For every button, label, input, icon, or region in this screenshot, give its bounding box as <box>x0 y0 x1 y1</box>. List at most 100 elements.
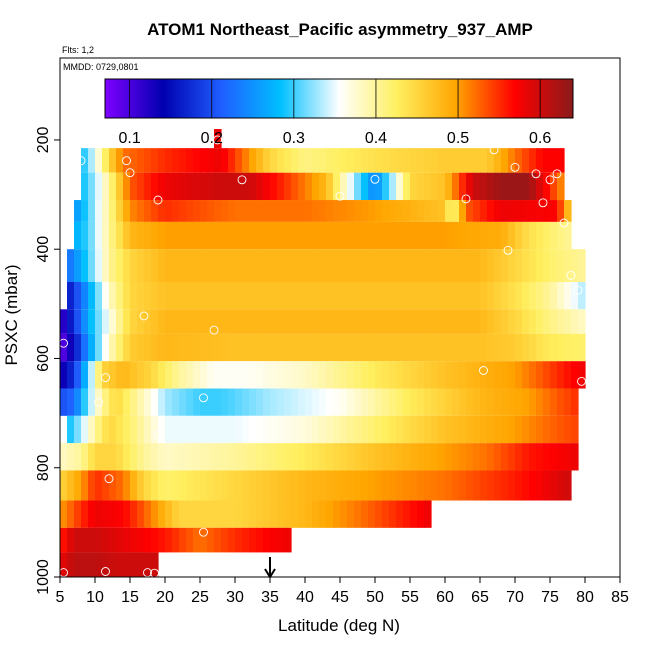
heatmap-cell <box>130 148 138 173</box>
heatmap-cell <box>228 333 236 362</box>
heatmap-cell <box>298 443 306 471</box>
heatmap-cell <box>312 281 320 310</box>
heatmap-cell <box>95 552 103 577</box>
heatmap-cell <box>403 361 411 389</box>
heatmap-cell <box>207 249 215 282</box>
heatmap-cell <box>480 172 488 201</box>
heatmap-cell <box>165 443 173 471</box>
heatmap-cell <box>452 172 460 201</box>
observation-point <box>335 191 345 201</box>
heatmap-cell <box>396 148 404 173</box>
heatmap-cell <box>270 200 278 222</box>
heatmap-cell <box>347 361 355 389</box>
heatmap-cell <box>102 221 110 250</box>
heatmap-cell <box>151 281 159 310</box>
heatmap-cell <box>179 415 187 444</box>
heatmap-cell <box>501 388 509 416</box>
heatmap-cell <box>102 527 110 553</box>
heatmap-cell <box>438 281 446 310</box>
heatmap-row <box>67 415 579 444</box>
heatmap-cell <box>522 200 530 222</box>
heatmap-cell <box>543 443 551 471</box>
heatmap-cell <box>424 249 432 282</box>
heatmap-cell <box>424 281 432 310</box>
heatmap-cell <box>116 148 124 173</box>
heatmap-cell <box>571 388 579 416</box>
heatmap-cell <box>571 249 579 282</box>
heatmap-cell <box>410 388 418 416</box>
heatmap-cell <box>326 148 334 173</box>
heatmap-cell <box>186 200 194 222</box>
heatmap-cell <box>151 415 159 444</box>
heatmap-cell <box>375 281 383 310</box>
heatmap-cell <box>382 361 390 389</box>
heatmap-cell <box>550 415 558 444</box>
heatmap-cell <box>529 249 537 282</box>
y-tick-label: 200 <box>35 127 52 154</box>
heatmap-cell <box>207 309 215 334</box>
heatmap-cell <box>144 221 152 250</box>
heatmap-cell <box>81 249 89 282</box>
heatmap-cell <box>256 443 264 471</box>
colorbar-tick-label: 0.2 <box>201 130 223 147</box>
heatmap-cell <box>193 148 201 173</box>
heatmap-cell <box>235 309 243 334</box>
heatmap-cell <box>95 415 103 444</box>
heatmap-cell <box>473 443 481 471</box>
heatmap-cell <box>326 470 334 501</box>
heatmap-cell <box>207 221 215 250</box>
heatmap-cell <box>466 470 474 501</box>
heatmap-cell <box>466 281 474 310</box>
heatmap-cell <box>305 388 313 416</box>
heatmap-cell <box>368 200 376 222</box>
heatmap-cell <box>333 221 341 250</box>
heatmap-cell <box>179 333 187 362</box>
heatmap-cell <box>102 172 110 201</box>
heatmap-cell <box>130 172 138 201</box>
heatmap-cell <box>333 415 341 444</box>
heatmap-cell <box>228 221 236 250</box>
heatmap-cell <box>179 500 187 528</box>
heatmap-cell <box>256 172 264 201</box>
heatmap-cell <box>298 361 306 389</box>
observation-point <box>552 169 562 179</box>
observation-point <box>510 162 520 172</box>
heatmap-cell <box>508 388 516 416</box>
heatmap-cell <box>354 388 362 416</box>
observation-point <box>489 145 499 155</box>
heatmap-cell <box>158 361 166 389</box>
heatmap-cell <box>424 309 432 334</box>
y-tick-label: 1000 <box>35 559 52 595</box>
heatmap-cell <box>137 148 145 173</box>
heatmap-cell <box>81 415 89 444</box>
heatmap-cell <box>109 249 117 282</box>
heatmap-cell <box>193 443 201 471</box>
heatmap-cell <box>193 388 201 416</box>
heatmap-cell <box>242 221 250 250</box>
heatmap-cell <box>228 415 236 444</box>
heatmap-cell <box>431 388 439 416</box>
heatmap-cell <box>424 333 432 362</box>
heatmap-cell <box>522 148 530 173</box>
heatmap-cell <box>284 309 292 334</box>
heatmap-cell <box>522 221 530 250</box>
heatmap-cell <box>249 333 257 362</box>
heatmap-cell <box>368 500 376 528</box>
heatmap-cell <box>228 470 236 501</box>
heatmap-cell <box>557 309 565 334</box>
heatmap-cell <box>249 148 257 173</box>
heatmap-cell <box>158 200 166 222</box>
heatmap-cell <box>158 500 166 528</box>
heatmap-cell <box>221 470 229 501</box>
heatmap-cell <box>452 200 460 222</box>
heatmap-row <box>60 527 292 553</box>
heatmap-cell <box>466 221 474 250</box>
heatmap-cell <box>88 221 96 250</box>
heatmap-cell <box>144 200 152 222</box>
heatmap-row <box>60 470 572 501</box>
heatmap-cell <box>515 415 523 444</box>
heatmap-cell <box>417 309 425 334</box>
heatmap-cell <box>494 172 502 201</box>
heatmap-cell <box>466 361 474 389</box>
heatmap-cell <box>298 249 306 282</box>
